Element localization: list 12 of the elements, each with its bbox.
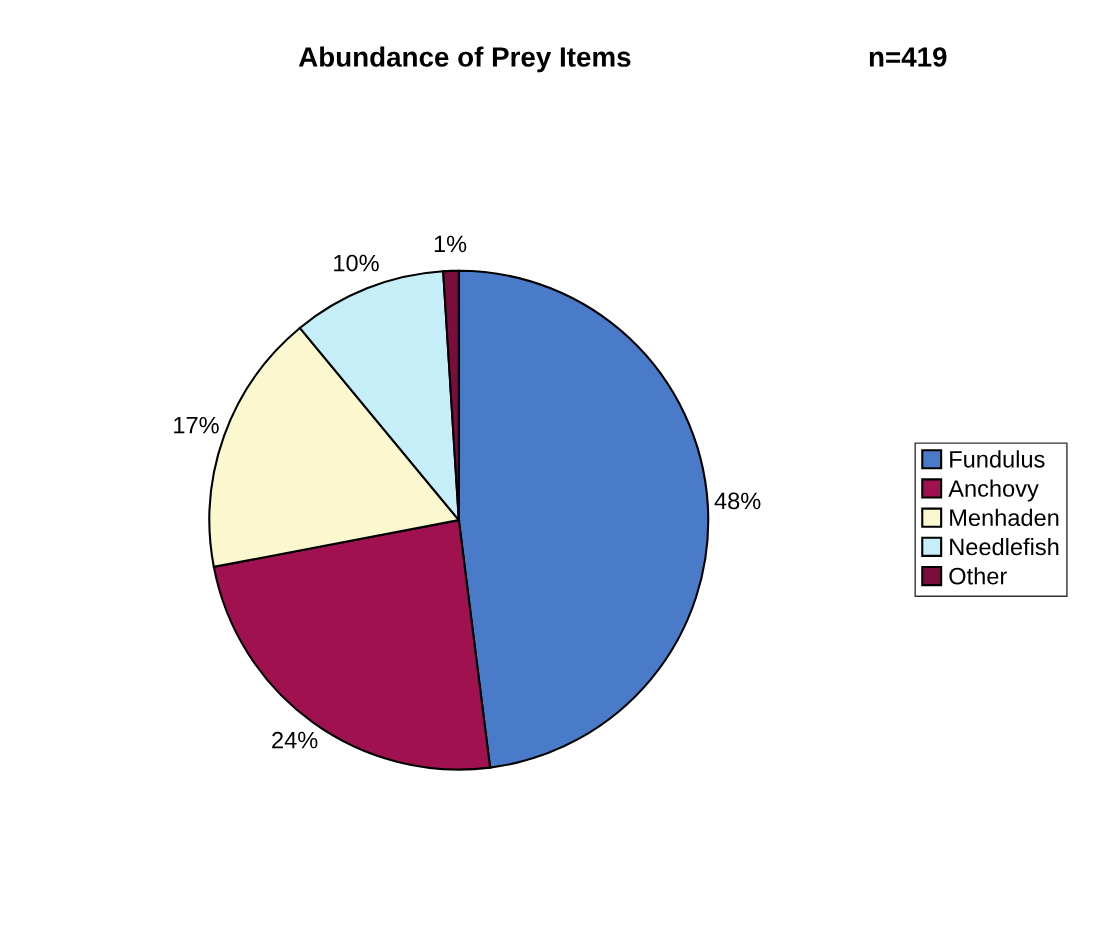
data-label: 10% xyxy=(334,254,379,272)
legend-label: Needlefish xyxy=(950,537,1059,556)
legend-label: Other xyxy=(949,567,1007,585)
legend-label: Anchovy xyxy=(948,479,1039,502)
text: n=419 xyxy=(869,47,947,67)
data-label: 1% xyxy=(434,235,467,253)
chart-title: Abundance of Prey Items xyxy=(298,46,631,73)
legend-label: Menhaden xyxy=(950,508,1059,527)
data-label: 17% xyxy=(174,416,219,434)
data-label: 24% xyxy=(272,731,318,749)
data-label: 48% xyxy=(714,492,761,510)
legend-label: Fundulus xyxy=(950,450,1045,468)
